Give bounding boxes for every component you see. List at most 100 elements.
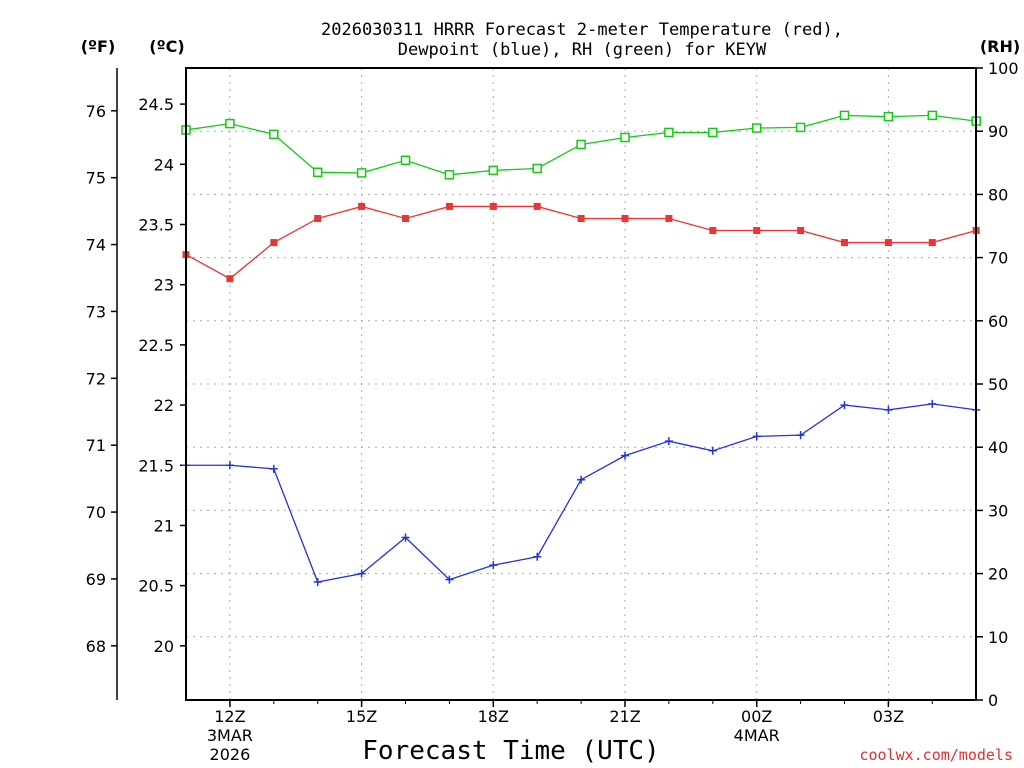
temperature-series <box>182 202 980 283</box>
time-tick-label: 18Z <box>478 707 509 726</box>
temperature-point <box>884 239 892 247</box>
dewpoint-point <box>533 552 542 561</box>
temperature-point <box>358 202 366 210</box>
celsius-tick-label: 20.5 <box>138 577 174 596</box>
time-tick-label: 15Z <box>346 707 377 726</box>
rh-tick-label: 10 <box>988 628 1008 647</box>
temperature-point <box>445 202 453 210</box>
dewpoint-point <box>708 446 717 455</box>
dewpoint-point <box>928 399 937 408</box>
temperature-point <box>753 227 761 235</box>
celsius-tick-label: 24 <box>154 155 174 174</box>
dewpoint-point <box>357 569 366 578</box>
temperature-point <box>489 202 497 210</box>
time-tick-year-label: 2026 <box>210 745 251 764</box>
temperature-point <box>533 202 541 210</box>
rh-point <box>620 132 630 143</box>
rh-point <box>400 155 411 166</box>
dewpoint-point <box>225 461 234 470</box>
temperature-point <box>270 239 278 247</box>
time-tick-date-label: 4MAR <box>734 726 780 745</box>
celsius-tick-label: 22.5 <box>138 336 174 355</box>
celsius-tick-label: 20 <box>154 637 174 656</box>
fahrenheit-tick-label: 70 <box>86 503 106 522</box>
fahrenheit-tick-label: 68 <box>86 637 106 656</box>
rh-tick-label: 60 <box>988 312 1008 331</box>
fahrenheit-tick-label: 76 <box>86 102 106 121</box>
rh-point <box>225 118 235 129</box>
rh-point <box>664 127 674 138</box>
chart-title-line-2: Dewpoint (blue), RH (green) for KEYW <box>398 40 767 60</box>
fahrenheit-tick-label: 75 <box>86 169 106 188</box>
dewpoint-point <box>621 451 629 460</box>
celsius-unit-label: (ºC) <box>149 37 184 56</box>
chart-title-line-1: 2026030311 HRRR Forecast 2-meter Tempera… <box>321 20 843 40</box>
time-tick-label: 12Z <box>214 707 245 726</box>
fahrenheit-tick-label: 72 <box>86 369 106 388</box>
temperature-point <box>402 214 409 222</box>
fahrenheit-unit-label: (ºF) <box>81 37 116 56</box>
rh-series <box>181 110 981 180</box>
rh-point <box>444 170 455 180</box>
grid-layer <box>186 68 976 700</box>
dewpoint-point <box>752 432 761 441</box>
dewpoint-point <box>489 561 498 570</box>
rh-point <box>312 167 323 178</box>
time-tick-label: 03Z <box>873 707 904 726</box>
dewpoint-point <box>401 533 410 542</box>
celsius-tick-label: 22 <box>154 396 174 415</box>
axis-layer: 0 10 20 30 40 50 60 70 80 90 100 20 20.5 21 21.5 22 22.5… <box>86 59 1019 764</box>
rh-tick-label: 90 <box>988 122 1008 141</box>
dewpoint-series <box>182 399 981 587</box>
dewpoint-point <box>313 578 322 587</box>
fahrenheit-tick-label: 71 <box>86 436 106 455</box>
fahrenheit-tick-label: 74 <box>86 236 106 255</box>
series-layer <box>181 110 981 587</box>
time-tick-date-label: 3MAR <box>207 726 253 745</box>
x-axis-title: Forecast Time (UTC) <box>362 736 659 766</box>
celsius-tick-label: 21.5 <box>138 456 174 475</box>
rh-point <box>839 110 850 121</box>
temperature-point <box>226 275 234 283</box>
rh-point <box>576 139 586 150</box>
dewpoint-point <box>796 431 805 440</box>
credit-text: coolwx.com/models <box>859 746 1013 764</box>
temperature-point <box>709 227 717 235</box>
rh-point <box>927 110 938 121</box>
rh-point <box>488 165 499 176</box>
rh-point <box>532 163 542 174</box>
rh-point <box>356 168 367 178</box>
rh-tick-label: 100 <box>988 59 1019 78</box>
time-tick-label: 00Z <box>741 707 772 726</box>
rh-tick-label: 40 <box>988 438 1008 457</box>
rh-tick-label: 80 <box>988 185 1008 204</box>
rh-tick-label: 30 <box>988 501 1008 520</box>
time-tick-label: 21Z <box>609 707 640 726</box>
celsius-tick-label: 23.5 <box>138 215 174 234</box>
rh-tick-label: 50 <box>988 375 1008 394</box>
temperature-point <box>928 239 936 247</box>
rh-point <box>883 111 894 122</box>
rh-point <box>795 122 806 133</box>
temperature-point <box>621 214 629 222</box>
rh-tick-label: 70 <box>988 249 1008 268</box>
dewpoint-point <box>269 464 278 473</box>
celsius-tick-label: 21 <box>154 516 174 535</box>
rh-point <box>751 123 762 133</box>
celsius-tick-label: 23 <box>154 276 174 295</box>
rh-point <box>708 127 718 138</box>
rh-point <box>269 129 279 140</box>
dewpoint-point <box>840 401 849 410</box>
plot-frame <box>185 67 977 701</box>
rh-unit-label: (RH) <box>980 37 1020 56</box>
dewpoint-point <box>577 475 586 484</box>
fahrenheit-tick-label: 73 <box>86 302 106 321</box>
celsius-tick-label: 24.5 <box>138 95 174 114</box>
dewpoint-point <box>664 437 673 446</box>
dewpoint-point <box>445 575 454 584</box>
rh-tick-label: 0 <box>988 691 998 710</box>
temperature-point <box>841 239 848 247</box>
temperature-point <box>577 214 585 222</box>
temperature-point <box>314 214 322 222</box>
